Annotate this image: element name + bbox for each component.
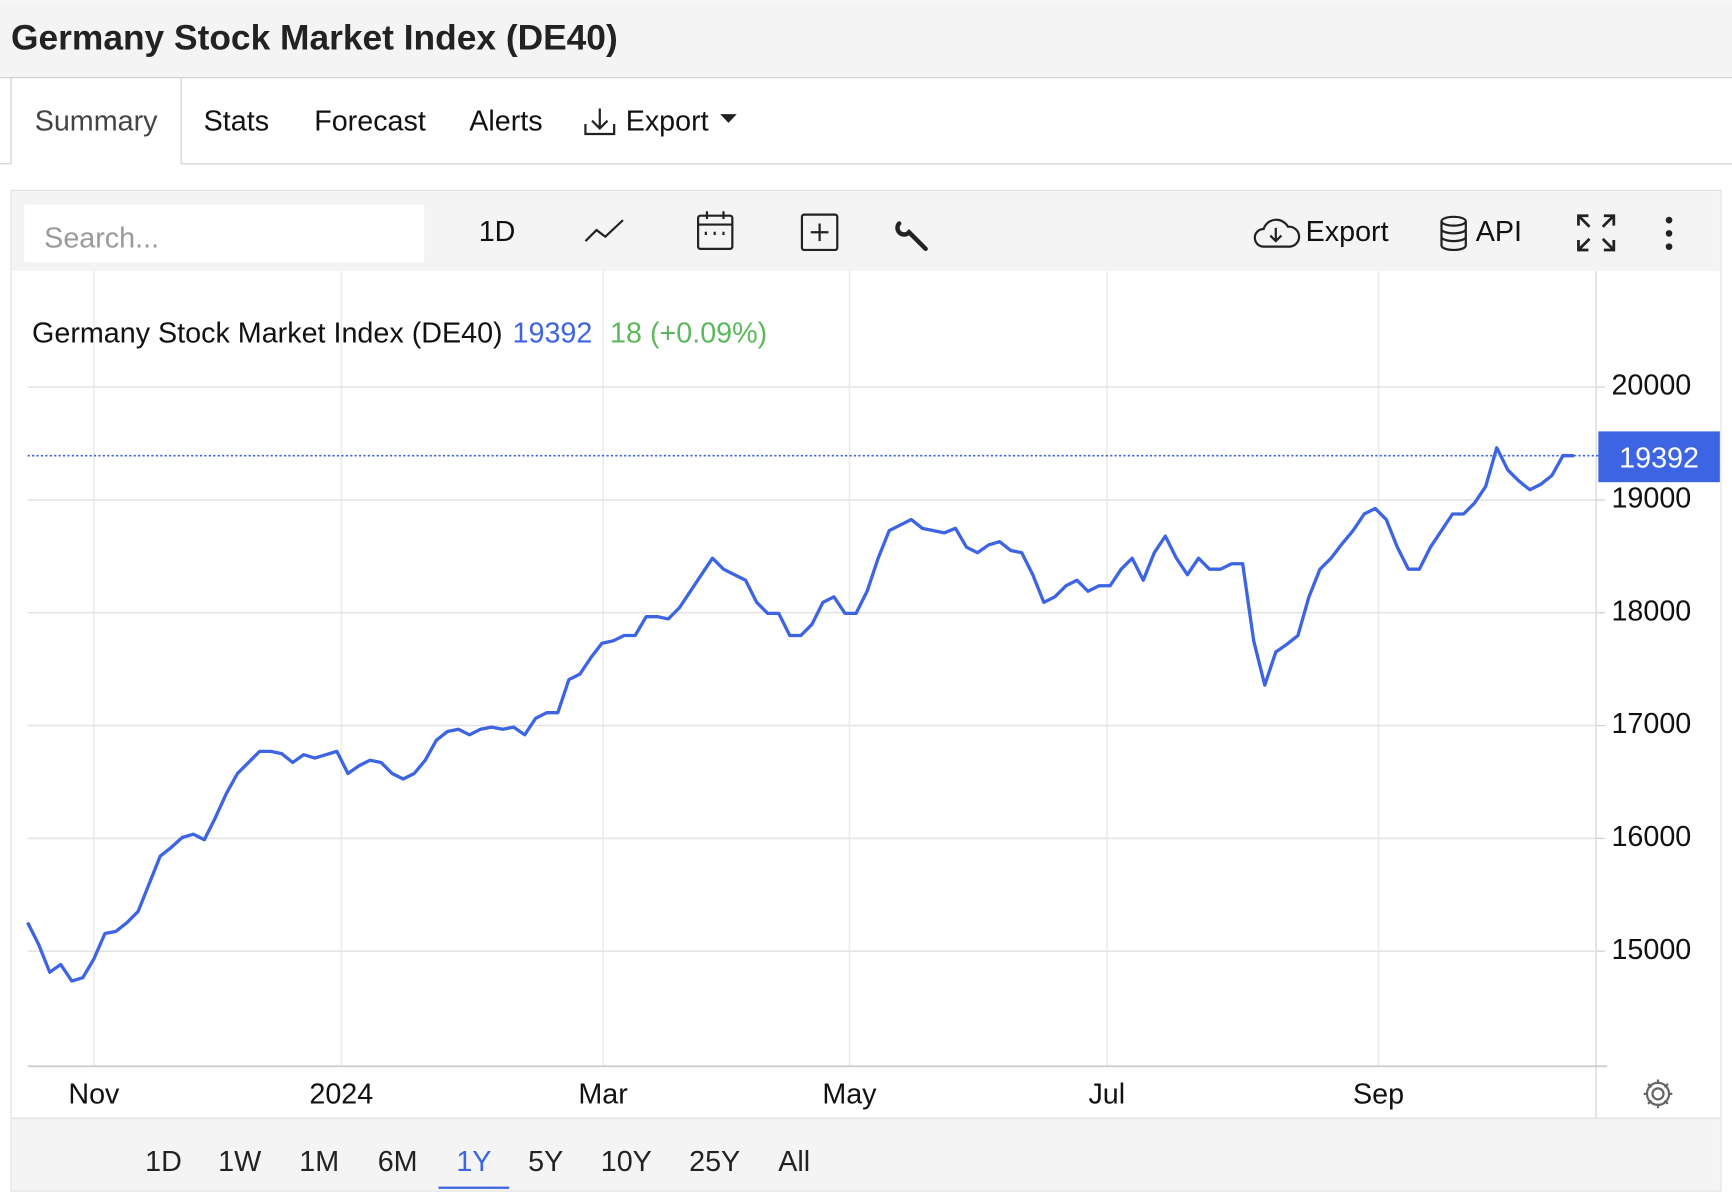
y-tick-label: 15000 [1611,934,1691,966]
search-box[interactable] [24,204,425,263]
database-icon[interactable] [1440,215,1467,252]
range-button[interactable]: 1Y [456,1146,491,1178]
last-price-label: 19392 [1619,443,1699,475]
download-icon [584,108,616,136]
calendar-icon[interactable] [696,211,734,250]
x-tick-label: Nov [68,1079,120,1111]
header-bg [0,0,1732,78]
chart-container [10,189,1722,1192]
legend-price: 19392 [513,318,593,350]
range-button[interactable]: 25Y [689,1146,740,1178]
y-tick-label: 20000 [1611,370,1691,402]
x-tick-label: Mar [578,1079,628,1111]
y-tick-label: 17000 [1611,708,1691,740]
settings-wrench-icon[interactable] [895,221,928,252]
last-price-badge [1598,431,1720,483]
x-tick-label: 2024 [309,1079,373,1111]
more-menu-icon[interactable] [1665,216,1673,250]
interval-button[interactable]: 1D [479,216,516,248]
search-placeholder: Search... [44,223,159,255]
caret-icon [720,114,737,123]
y-tick-label: 18000 [1611,595,1691,627]
price-line [26,446,1575,983]
y-tick-label: 16000 [1611,821,1691,853]
range-button[interactable]: 5Y [528,1146,563,1178]
chart-type-icon[interactable] [584,219,624,242]
y-tick-label: 19000 [1611,482,1691,514]
tab[interactable]: Stats [204,105,269,137]
active-tab [10,77,182,164]
range-button[interactable]: 6M [378,1146,418,1178]
range-button[interactable]: 1W [218,1146,261,1178]
page-title: Germany Stock Market Index (DE40) [11,18,618,57]
tab[interactable]: Forecast [314,105,426,137]
range-button[interactable]: 10Y [601,1146,652,1178]
x-tick-label: Jul [1088,1079,1125,1111]
x-tick-label: Sep [1353,1079,1404,1111]
chart-settings-icon[interactable] [1643,1079,1673,1109]
x-tick-label: May [822,1079,877,1111]
range-bar-bg [12,1118,1720,1190]
range-button[interactable]: All [778,1146,810,1178]
tab[interactable]: Export [626,105,709,137]
tab[interactable]: Alerts [469,105,542,137]
fullscreen-icon[interactable] [1577,214,1616,252]
add-indicator-icon[interactable] [800,213,839,252]
range-button[interactable]: 1M [299,1146,339,1178]
range-button[interactable]: 1D [145,1146,182,1178]
legend-change: 18 (+0.09%) [610,318,767,350]
api-button[interactable]: API [1476,216,1522,248]
cloud-export-icon[interactable] [1253,218,1301,248]
legend-name: Germany Stock Market Index (DE40) [32,318,503,350]
tab[interactable]: Summary [35,105,158,137]
export-button[interactable]: Export [1306,216,1389,248]
